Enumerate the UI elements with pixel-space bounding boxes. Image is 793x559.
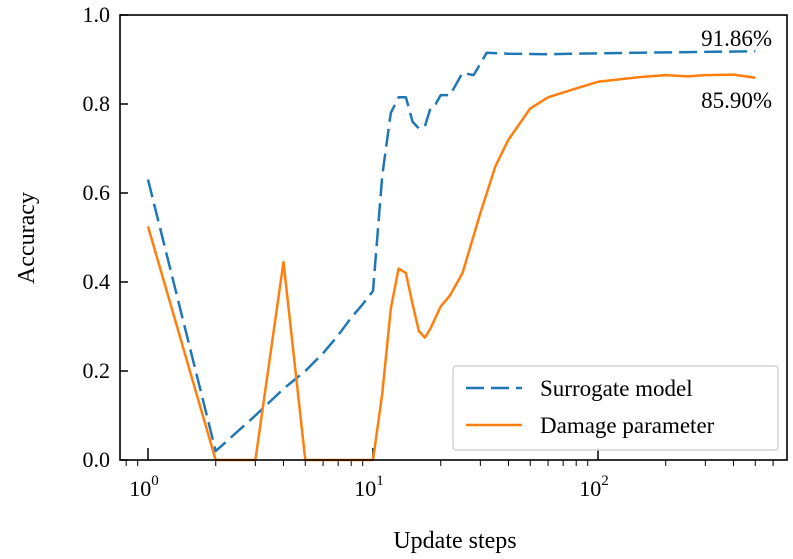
legend-label-damage: Damage parameter xyxy=(540,413,715,438)
x-tick-exponent: 1 xyxy=(376,473,384,489)
y-tick-label: 0.8 xyxy=(83,91,111,116)
legend-box xyxy=(452,365,779,451)
annotation-damage-final: 85.90% xyxy=(701,88,772,113)
y-axis-ticks: 0.0 0.2 0.4 0.6 0.8 1.0 xyxy=(83,2,128,472)
x-tick-exponent: 2 xyxy=(601,473,609,489)
series-line-surrogate-model xyxy=(146,49,756,453)
x-tick-label: 102 xyxy=(579,473,609,501)
y-tick-label: 1.0 xyxy=(83,2,111,27)
legend-label-surrogate: Surrogate model xyxy=(540,376,693,401)
y-tick-label: 0.0 xyxy=(83,447,111,472)
x-tick-base: 10 xyxy=(129,476,151,501)
y-tick-label: 0.2 xyxy=(83,358,111,383)
x-tick-base: 10 xyxy=(579,476,601,501)
legend: Surrogate model Damage parameter xyxy=(452,365,779,451)
y-tick-label: 0.4 xyxy=(83,269,111,294)
x-tick-exponent: 0 xyxy=(151,473,159,489)
x-axis-ticks: 100 101 102 xyxy=(125,448,774,501)
x-tick-base: 10 xyxy=(354,476,376,501)
x-axis-label: Update steps xyxy=(393,528,516,554)
y-axis-label: Accuracy xyxy=(14,192,40,284)
annotation-surrogate-final: 91.86% xyxy=(701,26,772,51)
y-tick-label: 0.6 xyxy=(83,180,111,205)
x-tick-label: 100 xyxy=(129,473,159,501)
x-tick-label: 101 xyxy=(354,473,384,501)
plot-frame xyxy=(119,14,788,461)
